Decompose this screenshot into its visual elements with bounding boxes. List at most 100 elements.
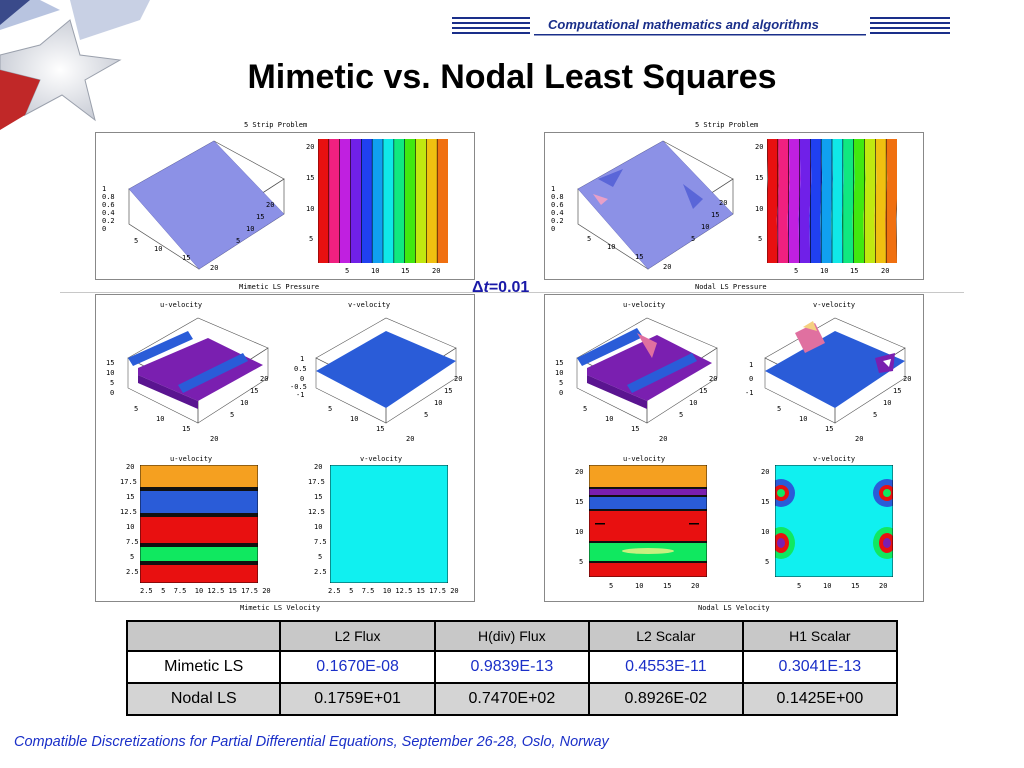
tick: 5 (794, 267, 799, 275)
strip-band (437, 139, 448, 263)
tick: 5 (765, 558, 770, 566)
left-u-contour (140, 465, 258, 583)
tick: 0.8 (551, 193, 564, 201)
tick: 20 (126, 463, 135, 471)
left-pressure-title: 5 Strip Problem (244, 121, 308, 129)
tick: 20 (903, 375, 912, 383)
strip-band (863, 139, 877, 263)
tick: 5 (309, 235, 314, 243)
tick: 0 (102, 225, 107, 233)
tick: 5 (679, 411, 684, 419)
tick: 10 (820, 267, 829, 275)
strip-band (831, 139, 844, 263)
tick: 15 (106, 359, 115, 367)
tick: 0.6 (551, 201, 564, 209)
row-label: Mimetic LS (125, 650, 282, 684)
left-u3d-title: u-velocity (160, 301, 203, 309)
tick: 10 (314, 523, 323, 531)
tick: 15 (256, 213, 265, 221)
tick: 5 (230, 411, 235, 419)
right-pressure-panel: 5 Strip Problem 1 0.8 0.6 0.4 0.2 0 5 10… (544, 121, 924, 291)
tick: 20 (755, 143, 764, 151)
strip-band (885, 139, 897, 263)
tick: 10 (246, 225, 255, 233)
tick: 20 (406, 435, 415, 443)
table-header-cell (125, 620, 282, 652)
tick: 5 (328, 405, 333, 413)
tick: 20 (855, 435, 864, 443)
strip-band (874, 139, 888, 263)
left-v-surface (315, 317, 457, 424)
tick: 15 (825, 425, 834, 433)
strip-band (787, 139, 801, 263)
tick: 20 (306, 143, 315, 151)
tick: 1 (551, 185, 556, 193)
strip-band (776, 139, 790, 263)
left-pressure-strips (318, 139, 448, 263)
table-cell: 0.7470E+02 (433, 682, 590, 716)
tick: 15 (699, 387, 708, 395)
tick: 15 (850, 267, 859, 275)
table-cell: 0.3041E-13 (741, 650, 899, 684)
table-cell: 0.4553E-11 (587, 650, 744, 684)
delta-t-label: Δt=0.01 (472, 279, 529, 297)
tick: 15 (761, 498, 770, 506)
right-u3d-title: u-velocity (623, 301, 666, 309)
tick: 15 (250, 387, 259, 395)
table-header-cell: H(div) Flux (433, 620, 590, 652)
tick: 15 (635, 253, 644, 261)
tick: 20 (454, 375, 463, 383)
tick: 20 (210, 264, 219, 272)
tick: 20 (210, 435, 219, 443)
tick: 10 (154, 245, 163, 253)
tick: 15 (444, 387, 453, 395)
tick: 10 (350, 415, 359, 423)
tick: 15 (182, 425, 191, 433)
strip-band (415, 139, 427, 263)
header-rule (452, 17, 950, 36)
tick: 10 (575, 528, 584, 536)
right-velocity-caption: Nodal LS Velocity (698, 604, 770, 612)
tick: 20 (881, 267, 890, 275)
right-v-surface (764, 317, 906, 424)
tick: 0.5 (294, 365, 307, 373)
tick: 20 (879, 582, 888, 590)
right-pressure-surface (577, 140, 734, 270)
strip-band (809, 139, 823, 263)
tick: 15 (663, 582, 672, 590)
table-cell: 0.9839E-13 (433, 650, 590, 684)
strip-band (318, 139, 330, 263)
tick: 10 (823, 582, 832, 590)
tick: 10 (755, 205, 764, 213)
right-pressure-strips (767, 139, 897, 263)
tick: 5 (110, 379, 115, 387)
right-u-contour (589, 465, 707, 577)
tick: 20 (266, 201, 275, 209)
tick: 20 (260, 375, 269, 383)
strip-band (339, 139, 351, 263)
page-title: Mimetic vs. Nodal Least Squares (247, 58, 777, 96)
left-v-contour (330, 465, 448, 583)
tick: 10 (607, 243, 616, 251)
tick: 10 (689, 399, 698, 407)
strip-band (383, 139, 395, 263)
tick: 7.5 (314, 538, 327, 546)
tick: 5 (134, 237, 139, 245)
tick: 5 (236, 237, 241, 245)
left-pressure-surface (128, 140, 285, 270)
tick: 0.2 (102, 217, 115, 225)
star-logo (0, 0, 150, 130)
tick: 1 (300, 355, 305, 363)
tick: 5 (559, 379, 564, 387)
strip-band (767, 139, 779, 263)
strip-band (852, 139, 866, 263)
strip-band (393, 139, 406, 263)
tick: 5 (609, 582, 614, 590)
tick: 10 (555, 369, 564, 377)
tick: 20 (761, 468, 770, 476)
tick: 10 (799, 415, 808, 423)
strip-band (361, 139, 373, 263)
tick: 15 (314, 493, 323, 501)
footer-text: Compatible Discretizations for Partial D… (14, 734, 609, 750)
tick: 20 (432, 267, 441, 275)
